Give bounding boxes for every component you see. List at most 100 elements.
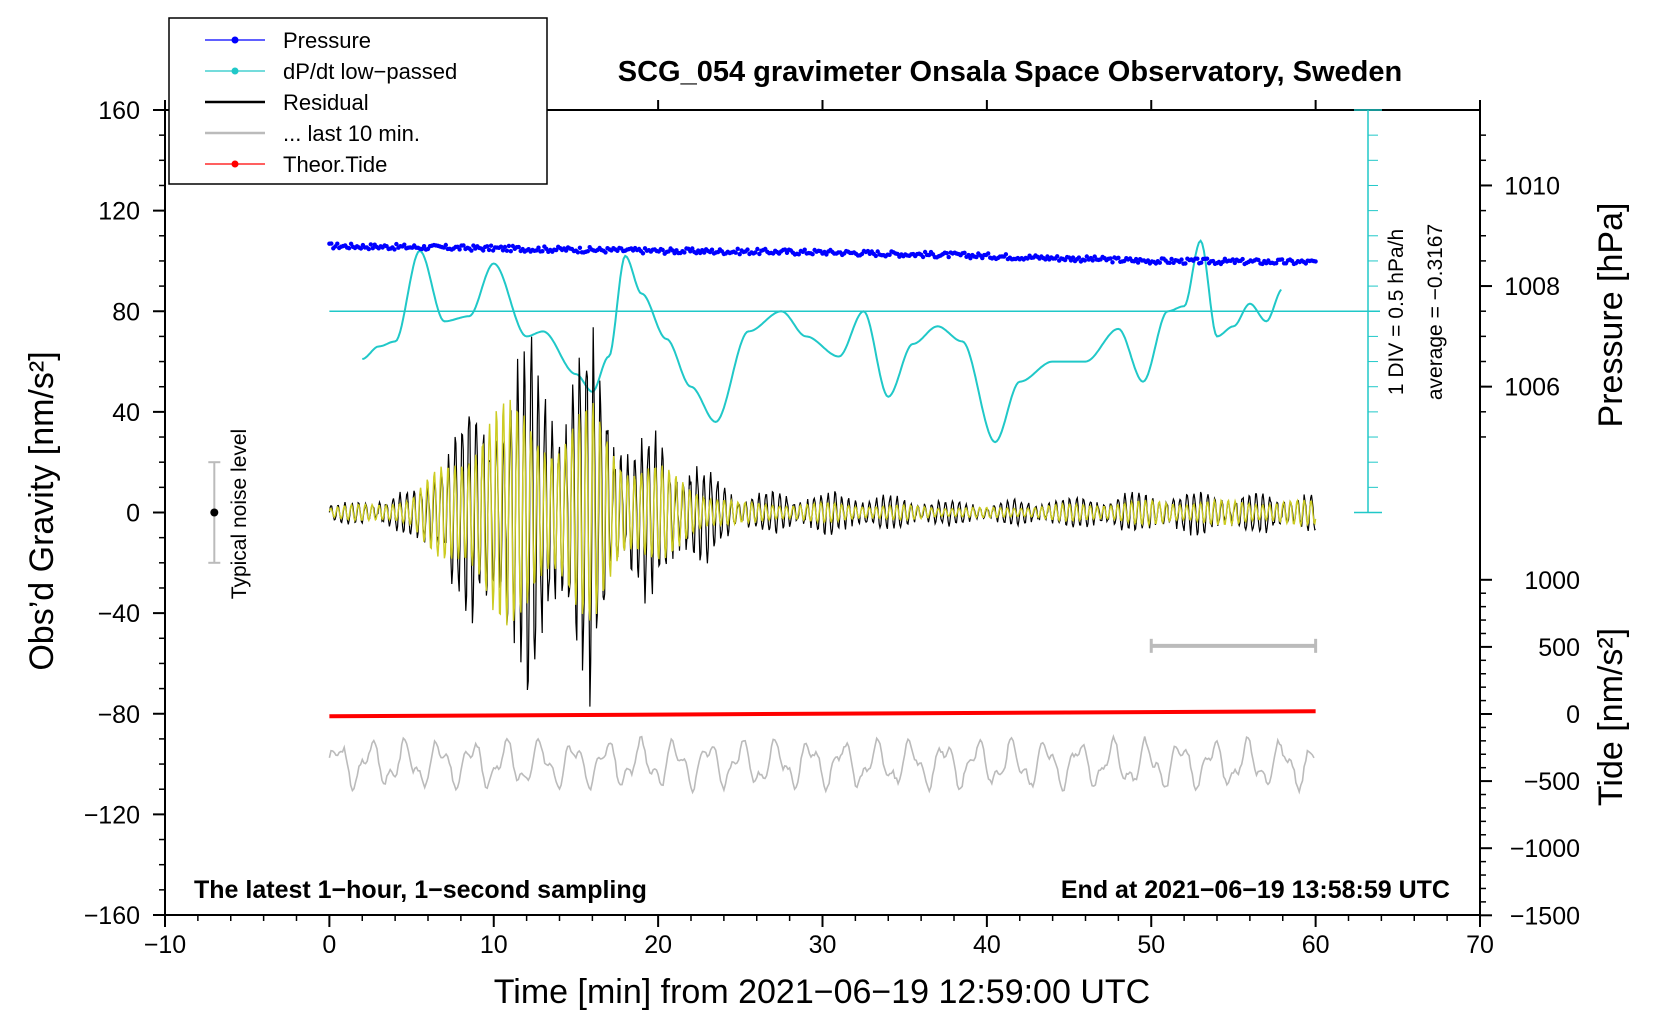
pressure-point: [500, 248, 506, 253]
tide-tick-label: −500: [1524, 768, 1580, 796]
dpdt-scale-label: 1 DIV = 0.5 hPa/h: [1385, 229, 1408, 395]
pressure-point: [1179, 257, 1184, 262]
y-tick-label: 120: [98, 198, 140, 226]
pressure-point: [1076, 255, 1082, 260]
pressure-point: [735, 246, 740, 251]
legend-marker: [231, 160, 239, 168]
pressure-point: [1070, 255, 1076, 260]
pressure-point: [443, 242, 448, 248]
residual-filtered-line: [328, 399, 1317, 626]
pressure-point: [1055, 254, 1060, 259]
noise-point: [210, 508, 219, 517]
y-tick-label: 80: [112, 298, 140, 326]
pressure-point: [1090, 258, 1095, 263]
pressure-point: [498, 244, 504, 249]
pressure-point: [485, 244, 490, 249]
tide-tick-label: 0: [1566, 701, 1580, 729]
pressure-point: [585, 249, 590, 254]
pressure-point: [887, 252, 892, 257]
y-tick-label: −80: [98, 701, 140, 729]
x-tick-label: 20: [644, 931, 672, 959]
legend: Pressure dP/dt low−passed Residual ... last…: [168, 17, 548, 185]
pressure-point: [1279, 257, 1285, 262]
pressure-point: [508, 249, 513, 254]
pressure-point: [682, 250, 687, 255]
pressure-point: [1110, 260, 1115, 265]
y-tick-label: −160: [84, 902, 140, 930]
pressure-point: [1157, 260, 1163, 265]
legend-label: Residual: [283, 90, 369, 115]
tide-tick-label: −1500: [1510, 902, 1580, 930]
pressure-point: [469, 248, 474, 253]
x-tick-label: 40: [973, 931, 1001, 959]
pressure-point: [457, 247, 462, 252]
pressure-point: [1240, 256, 1245, 262]
legend-label: Theor.Tide: [283, 152, 387, 177]
pressure-point: [603, 250, 608, 255]
pressure-point: [1313, 259, 1318, 264]
pressure-point: [986, 251, 991, 256]
pressure-tick-label: 1010: [1504, 172, 1560, 200]
sampling-note: The latest 1−hour, 1−second sampling: [194, 876, 647, 904]
legend-label: Pressure: [283, 28, 371, 53]
y-tick-label: 40: [112, 399, 140, 427]
pressure-point: [575, 250, 581, 255]
pressure-point: [944, 251, 949, 256]
x-axis-label: Time [min] from 2021−06−19 12:59:00 UTC: [494, 973, 1150, 1011]
pressure-point: [1133, 256, 1139, 262]
end-time-note: End at 2021−06−19 13:58:59 UTC: [1061, 876, 1450, 904]
pressure-point: [1195, 256, 1200, 261]
last-10-min-line: [328, 734, 1315, 795]
y-tick-label: 0: [126, 500, 140, 528]
pressure-point: [461, 243, 466, 248]
pressure-point: [488, 243, 494, 248]
pressure-point: [368, 242, 373, 247]
pressure-point: [1003, 252, 1009, 257]
pressure-point: [1108, 256, 1113, 261]
pressure-point: [392, 247, 397, 252]
pressure-point: [563, 248, 569, 253]
y-tick-label: −120: [84, 801, 140, 829]
pressure-point: [1169, 256, 1174, 262]
pressure-point: [1204, 256, 1210, 261]
y-tick-label: 160: [98, 97, 140, 125]
pressure-point: [782, 247, 788, 252]
x-tick-label: 70: [1466, 931, 1494, 959]
pressure-point: [504, 248, 510, 253]
pressure-point: [366, 246, 371, 252]
pressure-point: [394, 241, 399, 247]
pressure-point: [733, 250, 738, 255]
pressure-point: [802, 247, 807, 252]
tide-tick-label: 500: [1538, 634, 1580, 662]
pressure-point: [640, 251, 646, 256]
pressure-point: [540, 249, 545, 254]
pressure-point: [755, 246, 760, 252]
pressure-point: [506, 243, 512, 249]
y-axis-label-left: Obs’d Gravity [nm/s²]: [23, 351, 61, 670]
y-tick-label: −40: [98, 600, 140, 628]
pressure-tick-label: 1006: [1504, 374, 1560, 402]
x-tick-label: 50: [1137, 931, 1165, 959]
pressure-point: [346, 246, 352, 251]
pressure-point: [690, 246, 695, 251]
pressure-point: [873, 253, 878, 259]
pressure-point: [402, 242, 407, 247]
pressure-point: [1135, 260, 1141, 265]
pressure-point: [335, 241, 340, 246]
pressure-point: [516, 244, 521, 250]
pressure-point: [753, 250, 758, 255]
pressure-point: [1082, 258, 1088, 263]
legend-marker: [231, 36, 239, 44]
y-axis-label-pressure: Pressure [hPa]: [1592, 203, 1630, 428]
x-tick-label: 30: [809, 931, 837, 959]
legend-label: dP/dt low−passed: [283, 59, 457, 84]
pressure-point: [946, 254, 951, 260]
legend-marker: [231, 67, 239, 75]
dpdt-average-label: average = −0.3167: [1424, 224, 1447, 400]
pressure-point: [737, 252, 742, 257]
pressure-point: [1116, 255, 1121, 260]
pressure-point: [796, 252, 801, 257]
pressure-point: [962, 250, 967, 255]
pressure-point: [920, 254, 926, 260]
pressure-point: [1230, 257, 1236, 262]
